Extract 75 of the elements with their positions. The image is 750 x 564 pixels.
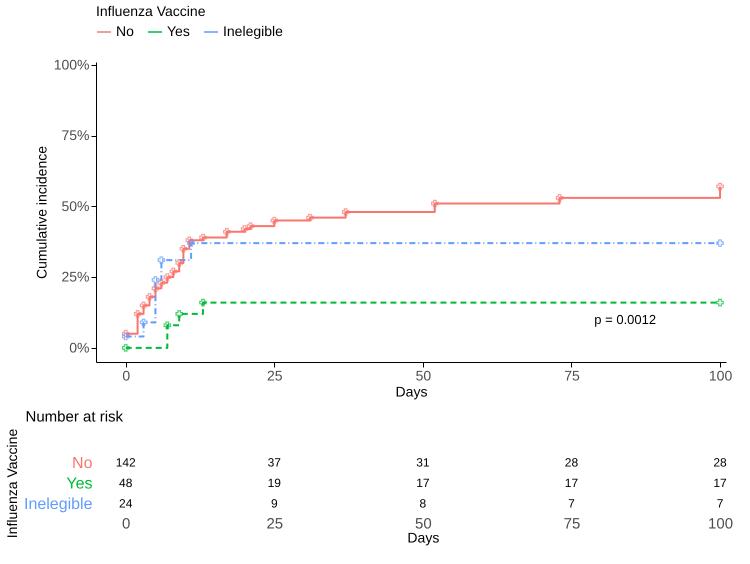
annotation: p = 0.0012 <box>594 312 656 327</box>
point <box>431 200 439 208</box>
y-tick-label: Yes <box>66 476 92 492</box>
x-tick-label: 100 <box>708 516 734 532</box>
point <box>199 234 207 242</box>
y-axis-title: Influenza Vaccine <box>4 428 20 538</box>
data-label: 8 <box>420 496 427 511</box>
x-axis-title: Days <box>396 384 428 400</box>
point <box>716 298 724 306</box>
chart-title: Number at risk <box>26 408 124 426</box>
point <box>180 245 188 253</box>
x-tick-label: 25 <box>267 368 283 384</box>
legend-title: Influenza Vaccine <box>96 3 206 19</box>
x-tick-label: 50 <box>416 368 432 384</box>
point <box>158 256 166 264</box>
data-label: 17 <box>564 476 578 490</box>
point <box>122 330 130 338</box>
point <box>556 194 564 202</box>
point <box>240 225 248 233</box>
y-tick-label: 0% <box>69 339 90 356</box>
x-tick-label: 0 <box>122 368 130 384</box>
point <box>152 284 160 292</box>
x-axis-title: Days <box>407 530 440 546</box>
y-tick-label: Inelegible <box>24 496 93 514</box>
point <box>246 222 254 230</box>
legend-label: No <box>116 23 134 39</box>
point <box>199 298 207 306</box>
data-label: 24 <box>119 496 133 511</box>
data-label: 7 <box>568 496 576 511</box>
data-label: 31 <box>416 455 430 470</box>
legend-label: Inelegible <box>223 23 284 39</box>
data-label: 7 <box>716 496 724 511</box>
point <box>140 302 148 310</box>
data-label: 37 <box>268 455 282 470</box>
point <box>122 332 130 340</box>
point <box>342 208 350 216</box>
point <box>175 259 183 267</box>
legend-label: Yes <box>167 23 190 39</box>
point <box>222 228 231 236</box>
y-tick-label: 100% <box>54 56 90 72</box>
point <box>158 278 166 287</box>
data-label: 9 <box>270 496 278 511</box>
point <box>186 236 194 244</box>
point <box>146 293 154 301</box>
point <box>170 268 178 276</box>
point <box>270 216 278 224</box>
x-tick-label: 25 <box>266 516 284 532</box>
y-tick-label: 25% <box>61 268 90 285</box>
point <box>187 239 195 247</box>
x-tick-label: 50 <box>415 516 432 532</box>
point <box>140 318 148 326</box>
data-label: 19 <box>268 476 282 490</box>
data-label: 17 <box>713 476 728 490</box>
point <box>716 239 724 247</box>
x-tick-label: 0 <box>122 516 130 532</box>
data-label: 28 <box>564 455 578 470</box>
y-tick-label: 75% <box>61 127 90 144</box>
point <box>716 182 724 190</box>
point <box>122 344 130 352</box>
x-tick-label: 75 <box>564 516 580 532</box>
point <box>164 273 172 281</box>
data-label: 28 <box>713 455 728 470</box>
point <box>306 214 314 222</box>
point <box>175 310 183 318</box>
x-tick-label: 100 <box>708 368 732 384</box>
x-tick-label: 75 <box>564 368 580 384</box>
point <box>164 321 172 329</box>
data-label: 142 <box>116 455 136 470</box>
y-tick-label: No <box>72 454 93 472</box>
point <box>152 276 160 284</box>
y-tick-label: 50% <box>61 198 90 214</box>
data-label: 17 <box>416 476 430 490</box>
data-label: 48 <box>119 476 133 490</box>
point <box>134 310 142 318</box>
y-axis-title: Cumulative incidence <box>34 146 50 280</box>
